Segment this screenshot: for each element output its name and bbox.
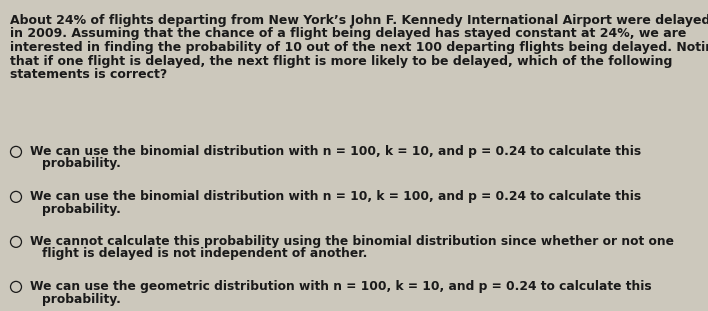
Text: flight is delayed is not independent of another.: flight is delayed is not independent of … (42, 248, 367, 261)
Text: We can use the binomial distribution with n = 100, k = 10, and p = 0.24 to calcu: We can use the binomial distribution wit… (30, 145, 641, 158)
Text: About 24% of flights departing from New York’s John F. Kennedy International Air: About 24% of flights departing from New … (10, 14, 708, 27)
Text: that if one flight is delayed, the next flight is more likely to be delayed, whi: that if one flight is delayed, the next … (10, 54, 673, 67)
Text: in 2009. Assuming that the chance of a flight being delayed has stayed constant : in 2009. Assuming that the chance of a f… (10, 27, 686, 40)
Text: probability.: probability. (42, 293, 121, 305)
Text: probability.: probability. (42, 202, 121, 216)
Text: We can use the geometric distribution with n = 100, k = 10, and p = 0.24 to calc: We can use the geometric distribution wi… (30, 280, 651, 293)
Text: statements is correct?: statements is correct? (10, 68, 167, 81)
Text: We can use the binomial distribution with n = 10, k = 100, and p = 0.24 to calcu: We can use the binomial distribution wit… (30, 190, 641, 203)
Text: probability.: probability. (42, 157, 121, 170)
Text: We cannot calculate this probability using the binomial distribution since wheth: We cannot calculate this probability usi… (30, 235, 674, 248)
Text: interested in finding the probability of 10 out of the next 100 departing flight: interested in finding the probability of… (10, 41, 708, 54)
